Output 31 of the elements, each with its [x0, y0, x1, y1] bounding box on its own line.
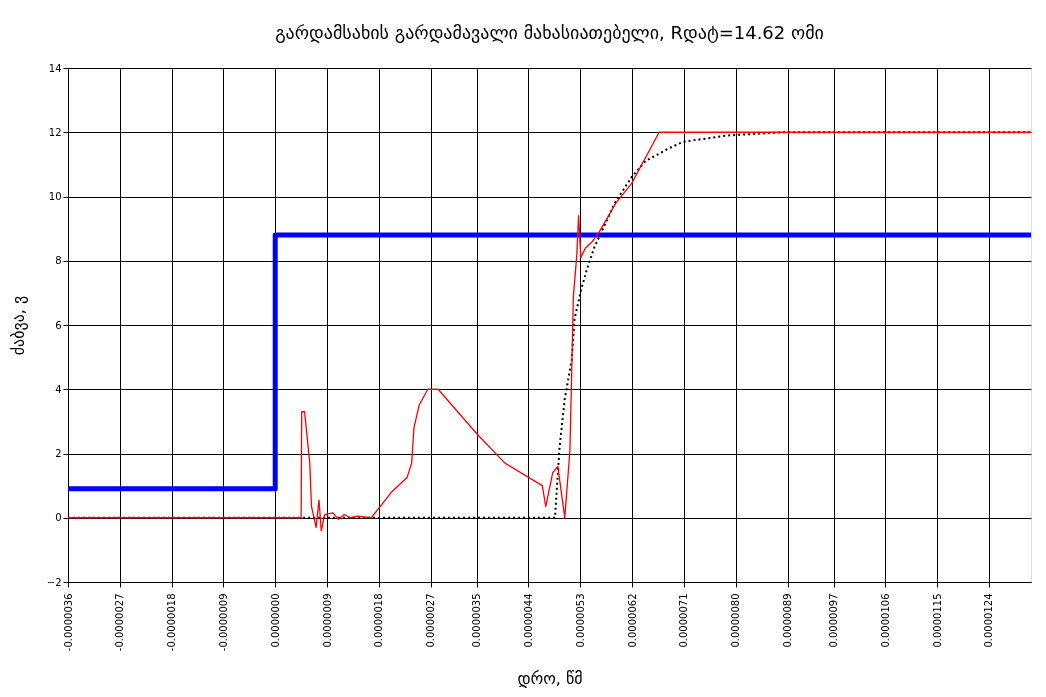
y-tick-label: 12: [48, 126, 62, 138]
y-axis-title: ძაბვა, ვ: [8, 295, 28, 356]
x-tick-label: 0.0000027: [425, 593, 437, 648]
x-tick-label: -0.0000027: [114, 593, 126, 652]
x-tick-label: 0.0000097: [828, 593, 840, 648]
x-tick-label: 0.0000089: [782, 593, 794, 648]
x-tick-label: 0.0000106: [879, 593, 891, 648]
x-tick-label: 0.0000062: [626, 593, 638, 648]
y-tick-label: 8: [55, 255, 62, 267]
x-tick-label: 0.0000044: [522, 593, 534, 648]
y-tick-label: 10: [48, 191, 62, 202]
x-tick-label: 0.0000115: [931, 593, 943, 648]
x-tick-label: 0.0000080: [730, 593, 742, 648]
x-axis-title: დრო, წმ: [517, 669, 583, 689]
x-tick-label: 0.0000071: [678, 593, 690, 648]
x-tick-label: 0.0000000: [269, 593, 281, 648]
y-tick-label: 6: [55, 319, 62, 331]
x-tick-label: 0.0000035: [471, 593, 483, 648]
x-tick-label: -0.0000009: [217, 593, 229, 652]
x-tick-label: 0.0000009: [321, 593, 333, 648]
chart-title: გარდამსახის გარდამავალი მახასიათებელი, Rდატ=14.62 ომი: [275, 22, 824, 43]
y-tick-label: 0: [55, 512, 62, 524]
x-tick-label: -0.0000018: [166, 593, 178, 652]
y-tick-label: 2: [55, 448, 62, 459]
x-tick-label: 0.0000018: [373, 593, 385, 648]
y-tick-label: −2: [46, 576, 62, 588]
y-tick-label: 4: [55, 383, 62, 395]
y-tick-label: 14: [48, 62, 62, 74]
x-tick-label: -0.0000036: [62, 593, 74, 652]
x-tick-label: 0.0000124: [983, 593, 995, 648]
x-tick-label: 0.0000053: [574, 593, 586, 648]
